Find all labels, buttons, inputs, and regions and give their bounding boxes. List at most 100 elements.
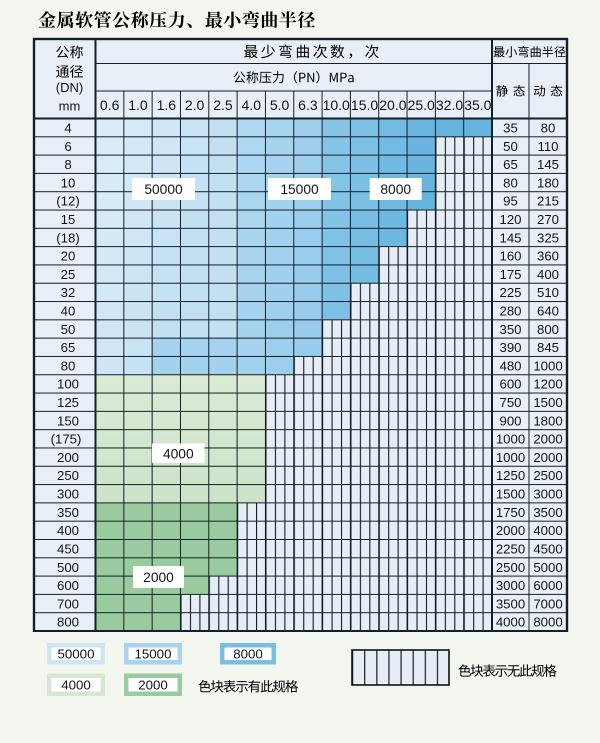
svg-text:95: 95 [503,194,518,209]
svg-text:500: 500 [57,560,79,575]
svg-text:2000: 2000 [496,523,525,538]
svg-text:450: 450 [57,541,79,556]
svg-text:50000: 50000 [58,647,95,662]
svg-text:10: 10 [61,175,76,190]
svg-text:35.0: 35.0 [464,97,491,113]
svg-text:4000: 4000 [163,446,194,461]
svg-text:350: 350 [57,505,79,520]
svg-text:390: 390 [499,340,521,355]
svg-text:350: 350 [499,322,521,337]
svg-text:1000: 1000 [496,450,525,465]
svg-text:300: 300 [57,487,79,502]
svg-text:mm: mm [59,98,81,113]
svg-text:15: 15 [61,212,76,227]
svg-text:6.3: 6.3 [298,97,318,113]
svg-text:2.0: 2.0 [185,97,205,113]
svg-text:50000: 50000 [144,182,183,197]
svg-text:7000: 7000 [533,596,562,611]
svg-text:3500: 3500 [533,505,562,520]
svg-text:(12): (12) [56,194,79,209]
svg-text:900: 900 [499,413,521,428]
svg-text:0.6: 0.6 [100,97,120,113]
svg-text:800: 800 [57,615,79,630]
svg-text:1800: 1800 [533,413,562,428]
svg-text:(175): (175) [51,432,82,447]
svg-text:4.0: 4.0 [242,97,262,113]
svg-text:1750: 1750 [496,505,525,520]
svg-text:845: 845 [537,340,559,355]
svg-text:1200: 1200 [533,377,562,392]
svg-text:15000: 15000 [280,182,319,197]
svg-text:65: 65 [61,340,76,355]
svg-text:65: 65 [503,157,518,172]
svg-text:600: 600 [499,377,521,392]
svg-text:150: 150 [57,413,79,428]
svg-text:8000: 8000 [233,647,263,662]
svg-text:35: 35 [503,120,518,135]
svg-text:80: 80 [61,358,76,373]
svg-text:360: 360 [537,249,559,264]
svg-text:5000: 5000 [533,560,562,575]
svg-text:800: 800 [537,322,559,337]
svg-text:1250: 1250 [496,468,525,483]
svg-text:1.0: 1.0 [128,97,148,113]
svg-text:3000: 3000 [533,487,562,502]
svg-text:32.0: 32.0 [436,97,463,113]
svg-text:5.0: 5.0 [270,97,290,113]
svg-text:750: 750 [499,395,521,410]
svg-text:4000: 4000 [533,523,562,538]
svg-text:600: 600 [57,578,79,593]
svg-text:2000: 2000 [533,432,562,447]
svg-text:1000: 1000 [533,358,562,373]
svg-text:3000: 3000 [496,578,525,593]
svg-text:2000: 2000 [533,450,562,465]
svg-text:400: 400 [537,267,559,282]
svg-text:2000: 2000 [138,678,168,693]
svg-text:2500: 2500 [496,560,525,575]
svg-text:4: 4 [64,120,71,135]
svg-text:50: 50 [503,139,518,154]
svg-text:125: 125 [57,395,79,410]
svg-text:2000: 2000 [143,570,174,585]
svg-text:25.0: 25.0 [408,97,435,113]
svg-text:225: 225 [499,285,521,300]
svg-text:6: 6 [64,139,71,154]
svg-text:10.0: 10.0 [323,97,350,113]
svg-text:4000: 4000 [61,678,91,693]
svg-text:15.0: 15.0 [351,97,378,113]
svg-text:40: 40 [61,304,76,319]
svg-text:280: 280 [499,304,521,319]
svg-text:145: 145 [537,157,559,172]
svg-text:215: 215 [537,194,559,209]
svg-text:325: 325 [537,230,559,245]
svg-text:80: 80 [503,175,518,190]
svg-text:8000: 8000 [533,615,562,630]
svg-text:1500: 1500 [533,395,562,410]
svg-text:32: 32 [61,285,76,300]
svg-text:20.0: 20.0 [379,97,406,113]
svg-text:510: 510 [537,285,559,300]
svg-text:1000: 1000 [496,432,525,447]
svg-text:50: 50 [61,322,76,337]
svg-text:80: 80 [541,120,556,135]
svg-text:1500: 1500 [496,487,525,502]
svg-text:180: 180 [537,175,559,190]
svg-text:640: 640 [537,304,559,319]
svg-text:145: 145 [499,230,521,245]
svg-text:(DN): (DN) [56,80,83,95]
svg-text:2500: 2500 [533,468,562,483]
svg-text:4500: 4500 [533,541,562,556]
svg-text:20: 20 [61,249,76,264]
svg-text:2.5: 2.5 [213,97,233,113]
svg-text:175: 175 [499,267,521,282]
svg-text:120: 120 [499,212,521,227]
svg-text:160: 160 [499,249,521,264]
svg-text:200: 200 [57,450,79,465]
svg-text:400: 400 [57,523,79,538]
svg-text:15000: 15000 [135,647,172,662]
svg-text:110: 110 [537,139,558,154]
svg-text:3500: 3500 [496,596,525,611]
svg-text:480: 480 [499,358,521,373]
svg-text:250: 250 [57,468,79,483]
svg-text:100: 100 [57,377,79,392]
